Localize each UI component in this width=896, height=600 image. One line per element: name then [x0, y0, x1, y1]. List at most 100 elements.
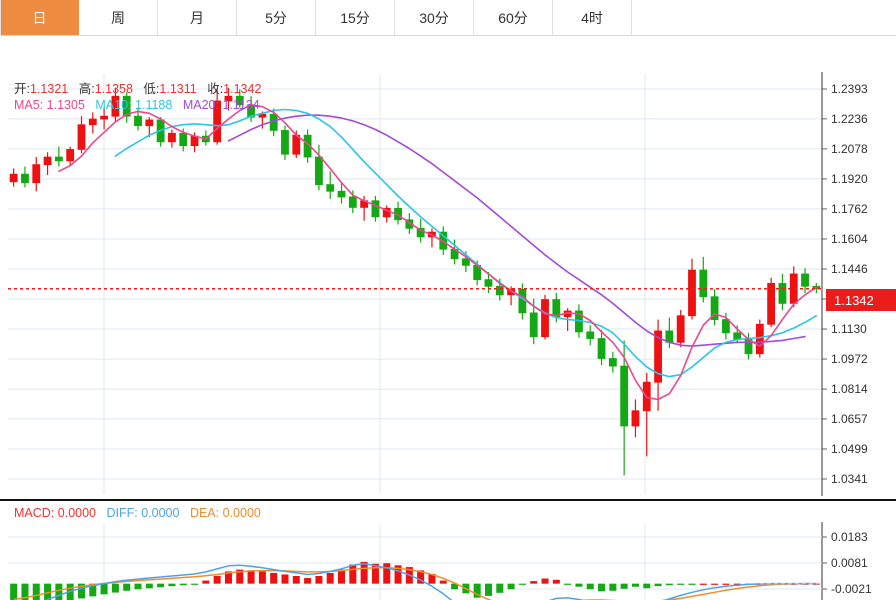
macd-histogram-bar [518, 583, 526, 585]
macd-histogram-bar [145, 583, 153, 589]
macd-histogram-bar [89, 583, 97, 597]
price-axis-tick: 1.1762 [831, 202, 868, 216]
dea-value: 0.0000 [222, 506, 261, 520]
macd-histogram-bar [157, 583, 165, 588]
macd-histogram-bar [541, 578, 549, 584]
candlestick [586, 331, 595, 339]
candlestick [9, 173, 18, 183]
candlestick [552, 299, 561, 318]
candlestick [134, 115, 142, 127]
candlestick [529, 312, 538, 338]
diff-value: 0.0000 [141, 506, 180, 520]
price-axis-tick: 1.2393 [831, 82, 868, 96]
macd-histogram-bar [451, 583, 459, 590]
price-axis-tick: 1.0814 [831, 382, 868, 396]
candlestick [32, 164, 41, 184]
macd-histogram-bar [496, 583, 504, 593]
macd-histogram-bar [643, 583, 651, 589]
candlestick [213, 100, 222, 143]
candlestick [122, 95, 131, 117]
macd-histogram-bar [394, 565, 402, 584]
macd-histogram-bar [247, 570, 255, 584]
macd-histogram-bar [598, 583, 606, 592]
macd-histogram-bar [213, 576, 221, 584]
macd-histogram-bar [326, 572, 334, 584]
open-label: 开: [14, 82, 30, 96]
price-and-macd-chart: 1.2393 1.2236 1.2078 1.1920 1.1762 1.1604 1.14… [0, 72, 896, 600]
ma20-line [227, 114, 806, 347]
macd-axis-tick: 0.0081 [831, 556, 868, 570]
candlestick [755, 323, 764, 355]
candlestick [54, 156, 63, 162]
candlestick [676, 315, 685, 343]
macd-histogram-bar [371, 563, 379, 584]
ohlc-legend: 开:1.1321 高:1.1358 低:1.1311 收:1.1342 [14, 78, 261, 97]
macd-histogram-bar [55, 583, 63, 600]
candlestick [281, 130, 289, 155]
candlestick [495, 285, 504, 296]
candlestick [190, 135, 199, 147]
close-label: 收: [207, 82, 224, 96]
diff-label: DIFF: [106, 506, 138, 520]
candlestick [224, 95, 233, 102]
macd-histogram-bar [609, 583, 617, 591]
macd-histogram-bar [722, 583, 730, 585]
candlestick [314, 156, 323, 186]
macd-histogram-bar [688, 583, 696, 585]
macd-histogram-bar [631, 583, 639, 587]
macd-histogram-bar [224, 571, 232, 584]
macd-histogram-bar [304, 578, 312, 584]
price-axis-tick: 1.1604 [831, 232, 868, 246]
macd-histogram-bar [258, 571, 266, 584]
dea-label: DEA: [189, 506, 220, 520]
diff-line [44, 563, 817, 600]
price-axis-tick: 1.0499 [831, 442, 868, 456]
macd-histogram-bar [677, 583, 685, 585]
candlestick [348, 196, 357, 208]
macd-histogram-bar [111, 583, 119, 593]
low-value: 1.1311 [159, 82, 197, 96]
candlestick [111, 95, 120, 117]
macd-axis-tick: -0.0021 [831, 582, 872, 596]
candlestick [337, 190, 346, 198]
candlestick [100, 115, 109, 120]
candlestick [484, 279, 493, 287]
macd-histogram-bar [179, 583, 187, 586]
tab-15分[interactable]: 15分 [316, 0, 395, 35]
macd-histogram-bar [530, 581, 538, 584]
tab-4时[interactable]: 4时 [553, 0, 632, 35]
macd-histogram-bar [733, 583, 741, 585]
ma10-label: MA10: [95, 98, 132, 112]
candlestick [371, 200, 380, 218]
macd-histogram-bar [134, 583, 142, 590]
price-axis-tick: 1.2236 [831, 112, 868, 126]
candlestick [631, 410, 640, 427]
timeframe-tabbar: 日周月 5分 15分 30分 60分 4时 [0, 0, 896, 36]
macd-histogram-bar [236, 569, 244, 584]
macd-histogram-bar [360, 561, 368, 584]
macd-axis-tick: 0.0183 [831, 530, 868, 544]
tab-60分[interactable]: 60分 [474, 0, 553, 35]
candlestick [21, 173, 29, 184]
price-axis-tick: 1.0972 [831, 352, 868, 366]
low-label: 低: [143, 82, 160, 96]
macd-histogram-bar [281, 574, 289, 584]
tab-月[interactable]: 月 [158, 0, 237, 35]
candlestick [710, 296, 719, 320]
candlestick [541, 299, 549, 338]
ma20-value: 1.1134 [222, 98, 260, 112]
macd-histogram-bar [100, 583, 108, 595]
tab-周[interactable]: 周 [79, 0, 158, 35]
macd-histogram-bar [32, 583, 40, 600]
macd-histogram-bar [338, 569, 346, 584]
tab-5分[interactable]: 5分 [237, 0, 316, 35]
macd-histogram-bar [315, 576, 323, 584]
candlestick [801, 273, 809, 287]
candlestick [258, 113, 267, 118]
candlestick [88, 118, 97, 126]
price-axis-tick: 1.1130 [831, 322, 867, 336]
tab-30分[interactable]: 30分 [395, 0, 474, 35]
macd-histogram-bar [77, 583, 85, 599]
macd-histogram-bar [417, 570, 425, 584]
tab-日[interactable]: 日 [0, 0, 79, 35]
